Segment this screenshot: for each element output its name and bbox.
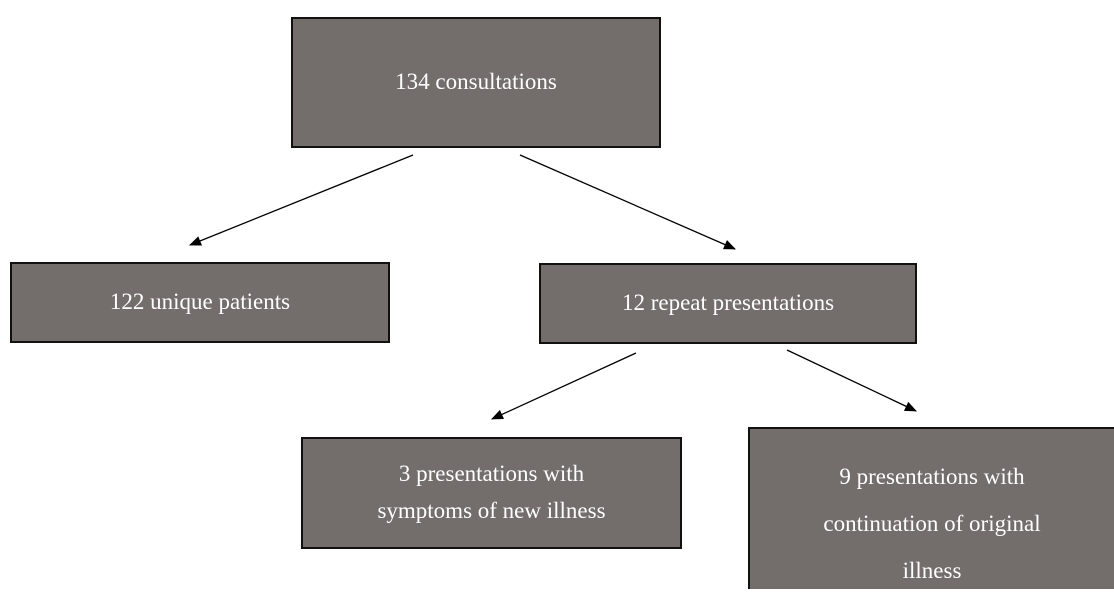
node-label: symptoms of new illness [377, 498, 606, 523]
node-label: 134 consultations [395, 69, 557, 95]
node: 122 unique patients [10, 262, 390, 343]
arrow [491, 352, 637, 420]
node: 3 presentations with symptoms of new ill… [301, 437, 682, 549]
arrow [189, 154, 414, 246]
node: 134 consultations [291, 17, 661, 148]
node-label: 9 presentations with [839, 464, 1025, 489]
node-label: illness [902, 558, 962, 583]
node-label: 12 repeat presentations [621, 290, 835, 316]
arrow [519, 154, 736, 250]
node-label: 122 unique patients [109, 289, 291, 315]
node: 9 presentations with continuation of ori… [748, 427, 1114, 589]
arrow [786, 349, 917, 412]
node-label: continuation of original [823, 511, 1041, 536]
node-label: 3 presentations with [398, 461, 585, 487]
node: 12 repeat presentations [539, 263, 917, 344]
